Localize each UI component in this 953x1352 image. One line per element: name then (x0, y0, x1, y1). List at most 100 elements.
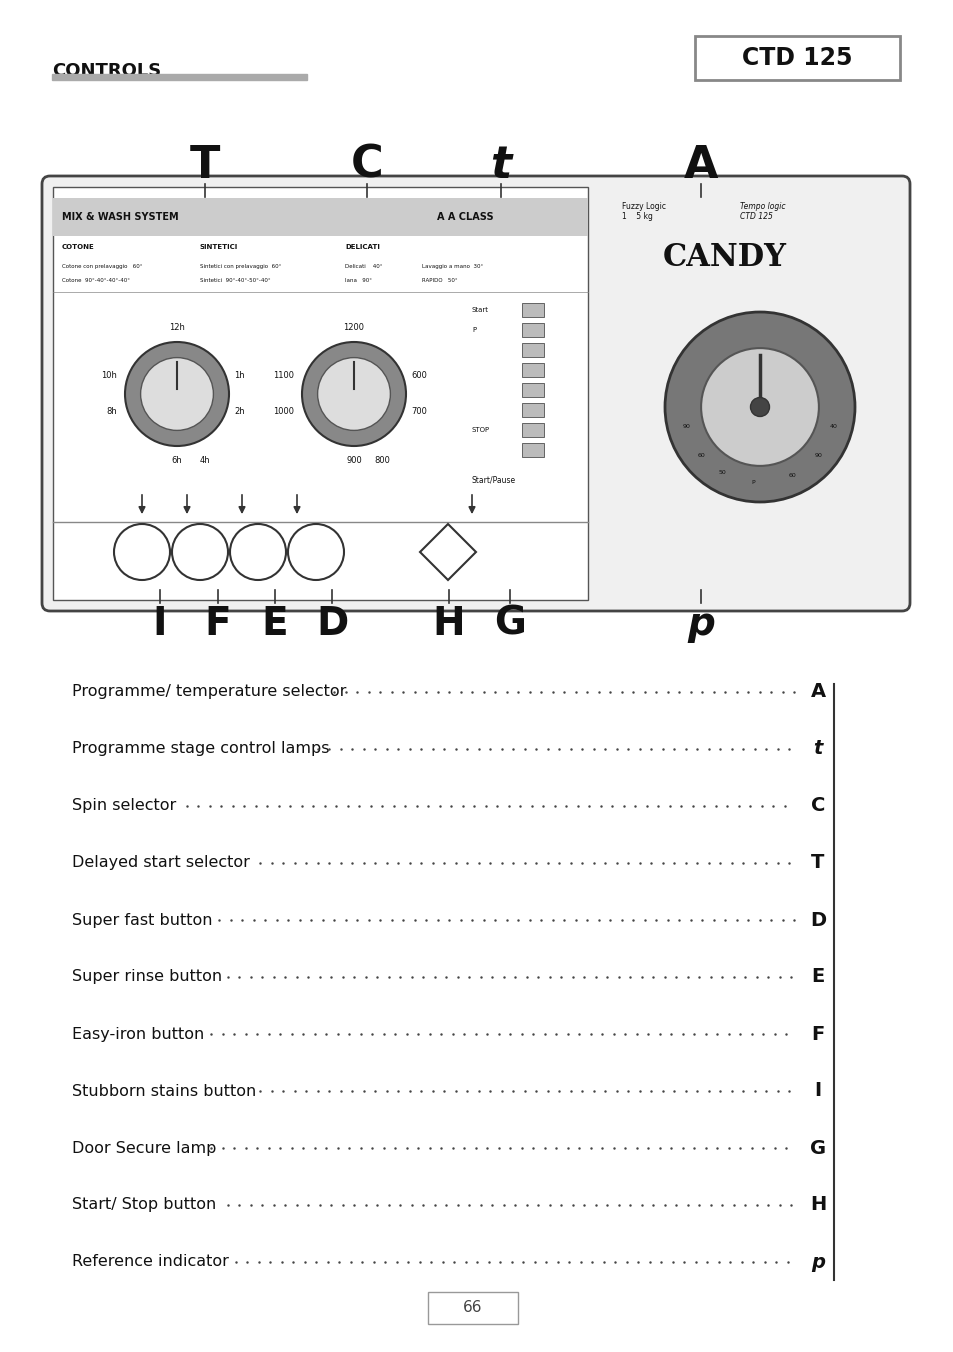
Polygon shape (419, 525, 476, 580)
Text: t: t (813, 740, 821, 758)
FancyBboxPatch shape (428, 1293, 517, 1324)
Bar (521, 343, 543, 357)
Bar (521, 423, 543, 437)
Text: 2h: 2h (233, 407, 244, 416)
Text: 60: 60 (698, 453, 705, 458)
Text: Easy-iron button: Easy-iron button (71, 1026, 204, 1041)
Circle shape (172, 525, 228, 580)
Text: I: I (152, 604, 167, 644)
Text: H: H (433, 604, 465, 644)
Bar (521, 383, 543, 397)
Text: T: T (190, 143, 220, 187)
Text: Super rinse button: Super rinse button (71, 969, 222, 984)
Text: P: P (472, 327, 476, 333)
Circle shape (317, 357, 390, 430)
Text: Cotone con prelavaggio   60°: Cotone con prelavaggio 60° (62, 264, 142, 269)
Text: Start: Start (472, 307, 489, 314)
Text: p: p (810, 1252, 824, 1271)
Text: RAPIDO   50°: RAPIDO 50° (421, 279, 457, 283)
Text: 60: 60 (787, 473, 795, 479)
Text: P: P (751, 480, 755, 485)
Text: E: E (261, 604, 288, 644)
Text: T: T (810, 853, 823, 872)
Bar (53, 187, 587, 600)
Bar (521, 443, 543, 457)
Text: STOP: STOP (472, 427, 490, 433)
Text: Start/Pause: Start/Pause (472, 476, 516, 484)
Text: 12h: 12h (169, 323, 185, 333)
Text: 8h: 8h (106, 407, 117, 416)
Text: C: C (351, 143, 383, 187)
Text: 10h: 10h (101, 372, 117, 380)
Circle shape (288, 525, 344, 580)
Text: A: A (810, 683, 824, 702)
Text: 1200: 1200 (343, 323, 364, 333)
Text: 1000: 1000 (273, 407, 294, 416)
Text: CTD 125: CTD 125 (741, 46, 852, 70)
Text: D: D (809, 910, 825, 930)
Text: A A CLASS: A A CLASS (436, 212, 493, 222)
Bar (52, 74, 307, 80)
Text: Cotone  90°-40°-40°-40°: Cotone 90°-40°-40°-40° (62, 279, 130, 283)
Text: F: F (810, 1025, 823, 1044)
Text: Delayed start selector: Delayed start selector (71, 856, 250, 871)
Text: A: A (683, 143, 718, 187)
FancyBboxPatch shape (695, 37, 899, 80)
Text: 6h: 6h (172, 456, 182, 465)
Text: Sintetici  90°-40°-50°-40°: Sintetici 90°-40°-50°-40° (200, 279, 271, 283)
Text: Delicati    40°: Delicati 40° (345, 264, 382, 269)
Circle shape (125, 342, 229, 446)
Circle shape (230, 525, 286, 580)
Circle shape (664, 312, 854, 502)
Text: CONTROLS: CONTROLS (52, 62, 161, 80)
Circle shape (750, 397, 769, 416)
Text: F: F (205, 604, 231, 644)
Bar (53, 197, 587, 237)
Text: lana   90°: lana 90° (345, 279, 372, 283)
Text: H: H (809, 1195, 825, 1214)
Circle shape (140, 357, 213, 430)
Text: DELICATI: DELICATI (345, 243, 379, 250)
Text: 600: 600 (411, 372, 426, 380)
Text: Spin selector: Spin selector (71, 799, 176, 814)
Text: E: E (810, 968, 823, 987)
Text: Stubborn stains button: Stubborn stains button (71, 1083, 256, 1098)
Text: I: I (814, 1082, 821, 1101)
Text: Super fast button: Super fast button (71, 913, 213, 927)
Circle shape (113, 525, 170, 580)
Text: 1h: 1h (233, 372, 244, 380)
Text: G: G (494, 604, 525, 644)
Text: D: D (315, 604, 348, 644)
Text: Programme/ temperature selector: Programme/ temperature selector (71, 684, 346, 699)
Text: 90: 90 (814, 453, 821, 458)
Text: Sintetici con prelavaggio  60°: Sintetici con prelavaggio 60° (200, 264, 281, 269)
Bar (521, 362, 543, 377)
Bar (521, 303, 543, 316)
FancyBboxPatch shape (42, 176, 909, 611)
Circle shape (302, 342, 406, 446)
Text: 4h: 4h (199, 456, 210, 465)
Circle shape (700, 347, 818, 466)
Text: 66: 66 (463, 1301, 482, 1315)
Bar (521, 323, 543, 337)
Text: 50: 50 (718, 470, 725, 476)
Text: CANDY: CANDY (662, 242, 786, 273)
Text: 1100: 1100 (273, 372, 294, 380)
Text: t: t (490, 143, 511, 187)
Text: Door Secure lamp: Door Secure lamp (71, 1141, 216, 1156)
Text: 700: 700 (411, 407, 426, 416)
Text: SINTETICI: SINTETICI (200, 243, 238, 250)
Text: 40: 40 (828, 425, 837, 429)
Text: MIX & WASH SYSTEM: MIX & WASH SYSTEM (62, 212, 178, 222)
Text: G: G (809, 1138, 825, 1157)
Text: C: C (810, 796, 824, 815)
Text: Start/ Stop button: Start/ Stop button (71, 1198, 216, 1213)
Text: COTONE: COTONE (62, 243, 94, 250)
Text: 90: 90 (682, 425, 690, 429)
Text: 900: 900 (346, 456, 361, 465)
Bar (521, 403, 543, 416)
Text: Programme stage control lamps: Programme stage control lamps (71, 741, 329, 757)
Text: Tempo logic
CTD 125: Tempo logic CTD 125 (740, 201, 785, 222)
Text: Fuzzy Logic
1    5 kg: Fuzzy Logic 1 5 kg (621, 201, 665, 222)
Text: p: p (686, 604, 714, 644)
